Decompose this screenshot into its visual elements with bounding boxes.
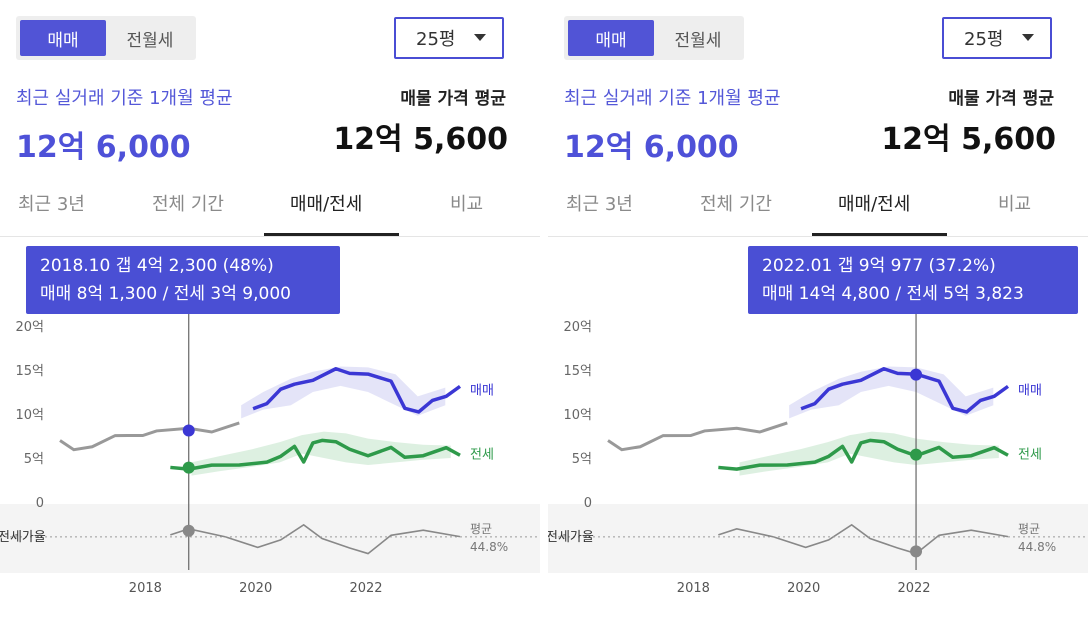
chevron-down-icon [474, 34, 486, 41]
tooltip-gap-line: 2022.01 갭 9억 977 (37.2%) [762, 256, 996, 276]
chart-tooltip: 2022.01 갭 9억 977 (37.2%) 매매 14억 4,800 / … [748, 246, 1078, 314]
tooltip-price-line: 매매 14억 4,800 / 전세 5억 3,823 [762, 284, 1024, 304]
tab-all-period[interactable]: 전체 기간 [700, 194, 772, 215]
recent-trade-label: 최근 실거래 기준 1개월 평균 [564, 88, 781, 109]
active-tab-underline [812, 233, 947, 236]
ratio-average-label: 평균 [1018, 522, 1040, 536]
y-tick-label: 5억 [24, 452, 44, 467]
trade-type-sale[interactable]: 매매 [568, 20, 654, 56]
trade-type-toggle: 매매 전월세 [564, 16, 744, 60]
ratio-hover-marker [910, 545, 923, 558]
tooltip-gap-line: 2018.10 갭 4억 2,300 (48%) [40, 256, 274, 276]
jeonse-range-band [191, 431, 451, 476]
trade-type-rent[interactable]: 전월세 [674, 30, 722, 51]
sale-line-past [607, 421, 788, 452]
trade-type-sale[interactable]: 매매 [20, 20, 106, 56]
jeonse-hover-marker [182, 461, 195, 474]
jeonse-series-label: 전세 [470, 448, 494, 463]
ratio-average-value: 44.8% [470, 540, 508, 554]
x-tick-label: 2022 [897, 581, 930, 596]
asking-price-value: 12억 5,600 [881, 122, 1056, 157]
y-tick-label: 10억 [563, 408, 592, 423]
pyeong-select[interactable]: 25평 [394, 17, 504, 59]
active-tab-underline [264, 233, 399, 236]
jeonse-series-label: 전세 [1018, 448, 1042, 463]
ratio-band-bg [0, 504, 540, 573]
x-tick-label: 2020 [239, 581, 272, 596]
sale-range-band [789, 366, 994, 419]
y-tick-label: 20억 [563, 320, 592, 335]
asking-price-label: 매물 가격 평균 [400, 89, 506, 109]
y-tick-label: 0 [584, 496, 592, 511]
x-tick-label: 2020 [787, 581, 820, 596]
sale-series-label: 매매 [470, 383, 494, 398]
y-tick-label: 15억 [563, 364, 592, 379]
y-tick-label: 15억 [15, 364, 44, 379]
jeonse-line [718, 438, 1009, 471]
chevron-down-icon [1022, 34, 1034, 41]
asking-price-value: 12억 5,600 [333, 122, 508, 157]
pyeong-value: 25평 [964, 29, 1004, 50]
ratio-line [170, 523, 461, 555]
ratio-average-value: 44.8% [1018, 540, 1056, 554]
tab-sale-jeonse[interactable]: 매매/전세 [838, 194, 911, 215]
sale-line-past [59, 421, 240, 452]
period-tabs: 최근 3년 전체 기간 매매/전세 비교 [0, 178, 540, 237]
ratio-average-label: 평균 [470, 522, 492, 536]
period-tabs: 최근 3년 전체 기간 매매/전세 비교 [548, 178, 1088, 237]
y-tick-label: 0 [36, 496, 44, 511]
trade-type-toggle: 매매 전월세 [16, 16, 196, 60]
jeonse-line [170, 438, 461, 471]
ratio-band-bg [548, 504, 1088, 573]
sale-hover-marker [910, 368, 923, 381]
pyeong-select[interactable]: 25평 [942, 17, 1052, 59]
sale-line [252, 366, 462, 414]
pyeong-value: 25평 [416, 29, 456, 50]
x-tick-label: 2018 [677, 581, 710, 596]
tooltip-price-line: 매매 8억 1,300 / 전세 3억 9,000 [40, 284, 291, 304]
sale-range-band [241, 366, 446, 419]
x-tick-label: 2022 [349, 581, 382, 596]
tab-recent-3y[interactable]: 최근 3년 [566, 194, 633, 215]
y-tick-label: 5억 [572, 452, 592, 467]
tab-compare[interactable]: 비교 [450, 194, 484, 215]
tab-compare[interactable]: 비교 [998, 194, 1032, 215]
ratio-label: 전세가율 [548, 530, 594, 545]
sale-hover-marker [182, 424, 195, 437]
trade-type-rent[interactable]: 전월세 [126, 30, 174, 51]
sale-series-label: 매매 [1018, 383, 1042, 398]
asking-price-label: 매물 가격 평균 [948, 89, 1054, 109]
y-tick-label: 20억 [15, 320, 44, 335]
recent-trade-label: 최근 실거래 기준 1개월 평균 [16, 88, 233, 109]
ratio-line [718, 523, 1009, 555]
jeonse-range-band [739, 431, 999, 476]
tab-recent-3y[interactable]: 최근 3년 [18, 194, 85, 215]
sale-line [800, 366, 1010, 414]
ratio-hover-marker [182, 524, 195, 537]
tab-all-period[interactable]: 전체 기간 [152, 194, 224, 215]
recent-trade-price: 12억 6,000 [564, 130, 739, 165]
x-tick-label: 2018 [129, 581, 162, 596]
y-tick-label: 10억 [15, 408, 44, 423]
recent-trade-price: 12억 6,000 [16, 130, 191, 165]
tab-sale-jeonse[interactable]: 매매/전세 [290, 194, 363, 215]
jeonse-hover-marker [910, 448, 923, 461]
ratio-label: 전세가율 [0, 530, 46, 545]
chart-tooltip: 2018.10 갭 4억 2,300 (48%) 매매 8억 1,300 / 전… [26, 246, 340, 314]
